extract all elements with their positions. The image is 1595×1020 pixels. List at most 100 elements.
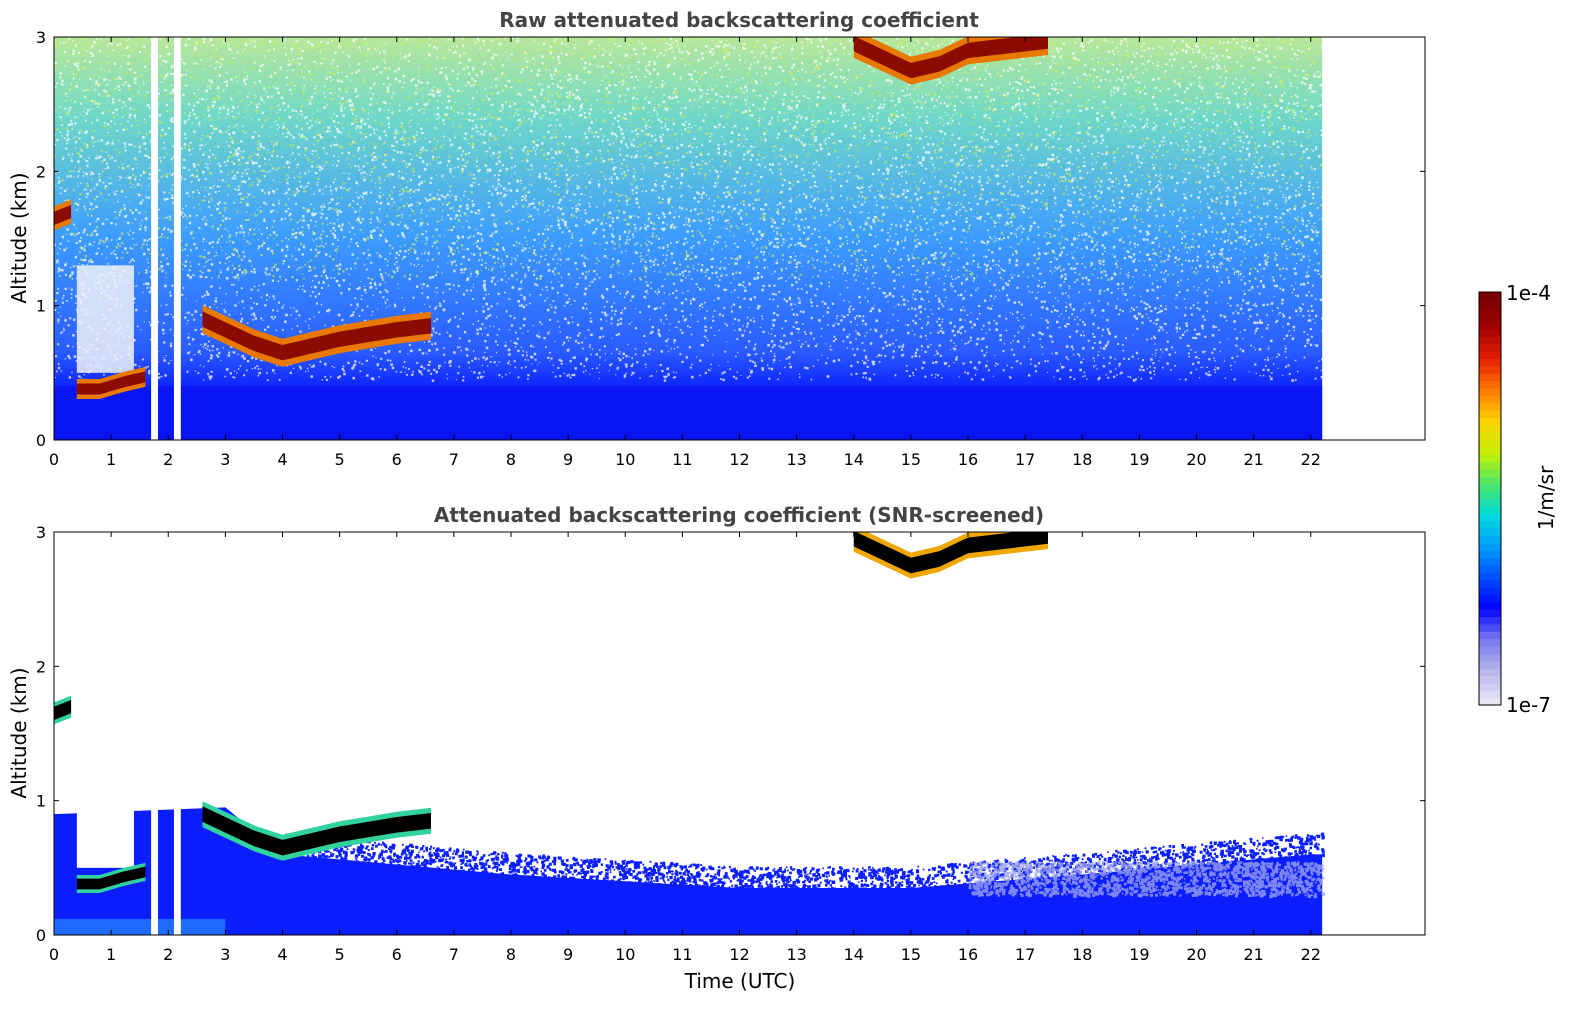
colorbar-step <box>1479 328 1501 337</box>
x-tick-label: 19 <box>1129 450 1149 469</box>
screened-data-gap <box>173 532 181 935</box>
raw-speckle-yellow <box>54 37 1325 282</box>
colorbar-step <box>1479 668 1501 677</box>
colorbar-step <box>1479 476 1501 485</box>
screened-high-cloud <box>853 532 1048 574</box>
screened-early-cloud <box>54 700 72 720</box>
colorbar-step <box>1479 646 1501 654</box>
screened-boundary-layer <box>54 807 1326 935</box>
raw-near-surface-cloud <box>76 371 146 395</box>
x-tick-label: 6 <box>392 450 402 469</box>
x-tick-label: 1 <box>106 945 116 964</box>
colorbar-step <box>1479 550 1501 559</box>
x-tick-label: 17 <box>1015 945 1035 964</box>
colorbar-step <box>1479 513 1501 522</box>
y-tick-label: 2 <box>36 162 46 181</box>
raw-low-cloud <box>202 311 431 361</box>
x-tick-label: 11 <box>672 945 692 964</box>
x-tick-label: 16 <box>958 945 978 964</box>
colorbar-step <box>1479 498 1501 507</box>
colorbar-step <box>1479 609 1501 618</box>
colorbar-step <box>1479 454 1501 463</box>
x-tick-label: 8 <box>506 450 516 469</box>
colorbar-step <box>1479 365 1501 374</box>
colorbar-step <box>1479 690 1501 699</box>
x-tick-label: 22 <box>1301 450 1321 469</box>
y-tick-label: 0 <box>36 431 46 450</box>
colorbar-step <box>1479 572 1501 581</box>
raw-data-gaps <box>151 37 181 440</box>
screened-clear-region <box>76 807 134 868</box>
raw-early-cloud <box>54 205 72 225</box>
colorbar-step <box>1479 616 1501 625</box>
screened-near-surface-cloud <box>76 866 146 890</box>
colorbar-step <box>1479 321 1501 330</box>
colorbar-step <box>1479 653 1501 662</box>
x-tick-label: 13 <box>786 945 806 964</box>
x-tick-label: 14 <box>844 450 864 469</box>
colorbar-step <box>1479 528 1501 536</box>
colorbar-min-label: 1e-7 <box>1506 693 1551 717</box>
x-tick-label: 16 <box>958 450 978 469</box>
panel-screened: Attenuated backscattering coefficient (S… <box>7 503 1426 993</box>
colorbar-step <box>1479 557 1501 566</box>
x-tick-label: 20 <box>1186 945 1206 964</box>
x-tick-label: 0 <box>49 450 59 469</box>
x-tick-label: 15 <box>901 450 921 469</box>
x-tick-label: 0 <box>49 945 59 964</box>
colorbar-step <box>1479 579 1501 588</box>
colorbar: 1e-4 1e-7 1/m/sr <box>1478 281 1558 717</box>
colorbar-step <box>1479 358 1501 367</box>
raw-noise-speckle <box>54 37 1325 440</box>
panel-screened-y-ticks: 0 1 2 3 <box>36 523 1425 945</box>
x-tick-label: 3 <box>220 945 230 964</box>
colorbar-step <box>1479 402 1501 411</box>
colorbar-step <box>1479 638 1501 647</box>
colorbar-step <box>1479 461 1501 470</box>
colorbar-max-label: 1e-4 <box>1506 281 1551 305</box>
x-tick-label: 10 <box>615 945 635 964</box>
x-tick-label: 20 <box>1186 450 1206 469</box>
colorbar-step <box>1479 292 1501 300</box>
x-tick-label: 1 <box>106 450 116 469</box>
x-tick-label: 9 <box>563 945 573 964</box>
y-tick-label: 3 <box>36 28 46 47</box>
screened-data-gaps <box>151 532 181 935</box>
colorbar-step <box>1479 417 1501 426</box>
panel-screened-title: Attenuated backscattering coefficient (S… <box>434 503 1044 527</box>
screened-boundary-layer-fill <box>54 807 1323 935</box>
raw-cloud-features <box>54 37 1048 399</box>
colorbar-step <box>1479 505 1501 514</box>
colorbar-step <box>1479 623 1501 632</box>
x-tick-label: 21 <box>1243 945 1263 964</box>
colorbar-step <box>1479 660 1501 669</box>
colorbar-step <box>1479 306 1501 315</box>
colorbar-step <box>1479 395 1501 404</box>
colorbar-step <box>1479 439 1501 448</box>
x-tick-label: 19 <box>1129 945 1149 964</box>
panel-raw-ylabel: Altitude (km) <box>7 172 31 303</box>
colorbar-step <box>1479 373 1501 382</box>
x-tick-label: 12 <box>729 945 749 964</box>
x-tick-label: 17 <box>1015 450 1035 469</box>
x-tick-label: 13 <box>786 450 806 469</box>
y-tick-label: 2 <box>36 657 46 676</box>
x-tick-label: 12 <box>729 450 749 469</box>
colorbar-step <box>1479 314 1501 323</box>
x-tick-label: 6 <box>392 945 402 964</box>
colorbar-step <box>1479 535 1501 544</box>
x-tick-label: 8 <box>506 945 516 964</box>
colorbar-step <box>1479 564 1501 573</box>
colorbar-step <box>1479 594 1501 603</box>
colorbar-step <box>1479 351 1501 359</box>
screened-low-cloud <box>202 806 431 856</box>
x-tick-label: 7 <box>449 945 459 964</box>
x-tick-label: 9 <box>563 450 573 469</box>
colorbar-step <box>1479 601 1501 610</box>
x-tick-label: 15 <box>901 945 921 964</box>
colorbar-step <box>1479 446 1501 455</box>
colorbar-step <box>1479 336 1501 345</box>
colorbar-frame <box>1478 291 1502 706</box>
panel-raw-heatmap <box>54 37 1325 440</box>
